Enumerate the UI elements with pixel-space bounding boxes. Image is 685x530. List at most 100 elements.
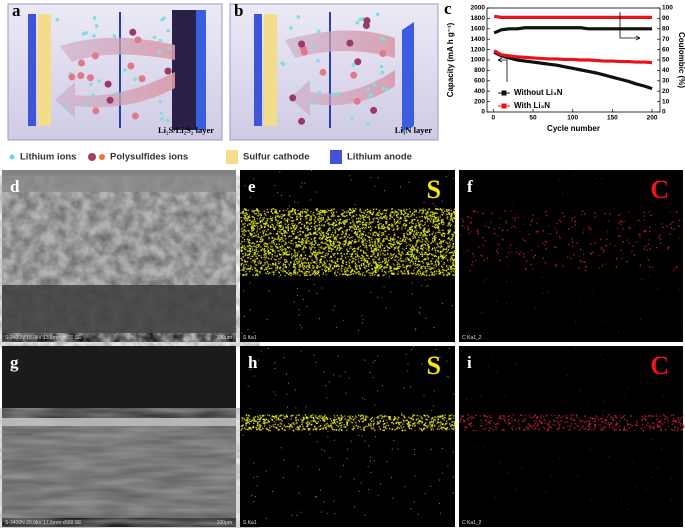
eds-dot	[602, 428, 604, 431]
eds-noise	[431, 409, 433, 411]
eds-dot	[298, 221, 301, 224]
eds-dot	[341, 227, 343, 229]
eds-dot	[450, 212, 452, 215]
eds-dot	[356, 265, 358, 267]
eds-dot	[274, 238, 276, 240]
eds-dot	[450, 224, 453, 226]
eds-dot	[354, 209, 356, 212]
eds-dot	[345, 237, 347, 240]
eds-dot	[422, 208, 425, 210]
eds-dot	[315, 266, 318, 269]
eds-dot	[361, 214, 363, 217]
eds-noise	[597, 215, 599, 217]
eds-dot	[394, 238, 396, 241]
eds-dot	[314, 254, 316, 257]
eds-dot	[332, 418, 335, 421]
eds-dot	[250, 420, 252, 423]
eds-dot	[542, 257, 545, 260]
eds-dot	[261, 268, 263, 270]
eds-dot	[527, 427, 530, 430]
eds-dot	[243, 267, 245, 269]
eds-dot	[368, 218, 371, 220]
eds-dot	[318, 212, 320, 215]
eds-dot	[412, 256, 414, 258]
eds-dot	[271, 256, 273, 258]
eds-dot	[248, 427, 251, 430]
eds-dot	[571, 226, 573, 229]
eds-dot	[330, 250, 333, 253]
eds-dot	[263, 217, 266, 219]
eds-dot	[360, 249, 362, 251]
eds-dot	[384, 271, 387, 274]
eds-dot	[332, 236, 334, 238]
eds-dot	[253, 218, 256, 221]
eds-dot	[367, 416, 369, 418]
eds-dot	[426, 248, 428, 251]
y2-tick-label: 100	[662, 5, 673, 12]
eds-dot	[362, 234, 365, 236]
eds-dot	[283, 240, 285, 242]
eds-dot	[307, 214, 309, 216]
eds-dot	[419, 419, 422, 422]
polysulfide	[106, 96, 114, 104]
eds-dot	[246, 420, 249, 423]
eds-dot	[443, 274, 445, 277]
eds-dot	[434, 217, 436, 219]
eds-dot	[349, 211, 352, 214]
eds-dot	[354, 226, 356, 228]
eds-dot	[413, 218, 415, 221]
eds-dot	[453, 421, 455, 423]
lithium-ion	[65, 105, 69, 110]
eds-dot	[421, 238, 424, 241]
eds-noise	[485, 222, 487, 224]
eds-dot	[244, 216, 246, 218]
eds-dot	[416, 266, 418, 269]
y2-tick-label: 80	[662, 26, 670, 33]
eds-dot	[398, 265, 401, 268]
eds-dot	[336, 234, 339, 236]
eds-dot	[379, 267, 381, 270]
eds-dot	[386, 236, 388, 239]
eds-dot	[324, 262, 327, 264]
eds-dot	[384, 267, 387, 269]
y-tick-label: 400	[474, 88, 485, 95]
eds-dot	[404, 240, 406, 242]
eds-dot	[395, 421, 398, 423]
eds-dot	[619, 414, 621, 417]
eds-dot	[390, 267, 393, 269]
eds-dot	[365, 271, 368, 273]
eds-dot	[414, 267, 416, 270]
eds-dot	[269, 427, 271, 429]
eds-dot	[258, 244, 261, 246]
eds-dot	[571, 245, 574, 248]
eds-dot	[328, 267, 330, 269]
eds-dot	[295, 258, 297, 260]
eds-dot	[376, 416, 378, 419]
eds-dot	[331, 209, 333, 212]
eds-dot	[448, 221, 450, 223]
eds-dot	[312, 417, 315, 420]
eds-dot	[345, 271, 347, 273]
eds-dot	[363, 261, 365, 263]
eds-noise	[283, 459, 285, 461]
eds-dot	[303, 211, 306, 213]
eds-dot	[359, 426, 361, 428]
eds-noise	[298, 314, 300, 316]
eds-dot	[324, 419, 326, 421]
eds-dot	[390, 269, 392, 272]
eds-dot	[346, 274, 348, 276]
eds-dot	[428, 208, 430, 210]
eds-dot	[425, 253, 428, 255]
eds-dot	[426, 239, 429, 241]
lithium-ion	[92, 16, 97, 20]
eds-dot	[594, 417, 596, 420]
particles	[55, 12, 389, 126]
eds-dot	[277, 261, 280, 263]
eds-dot	[422, 229, 424, 232]
eds-dot	[309, 246, 311, 248]
eds-dot	[254, 220, 256, 223]
eds-dot	[241, 428, 243, 430]
eds-dot	[677, 427, 680, 430]
eds-dot	[299, 265, 301, 267]
eds-dot	[448, 223, 450, 225]
